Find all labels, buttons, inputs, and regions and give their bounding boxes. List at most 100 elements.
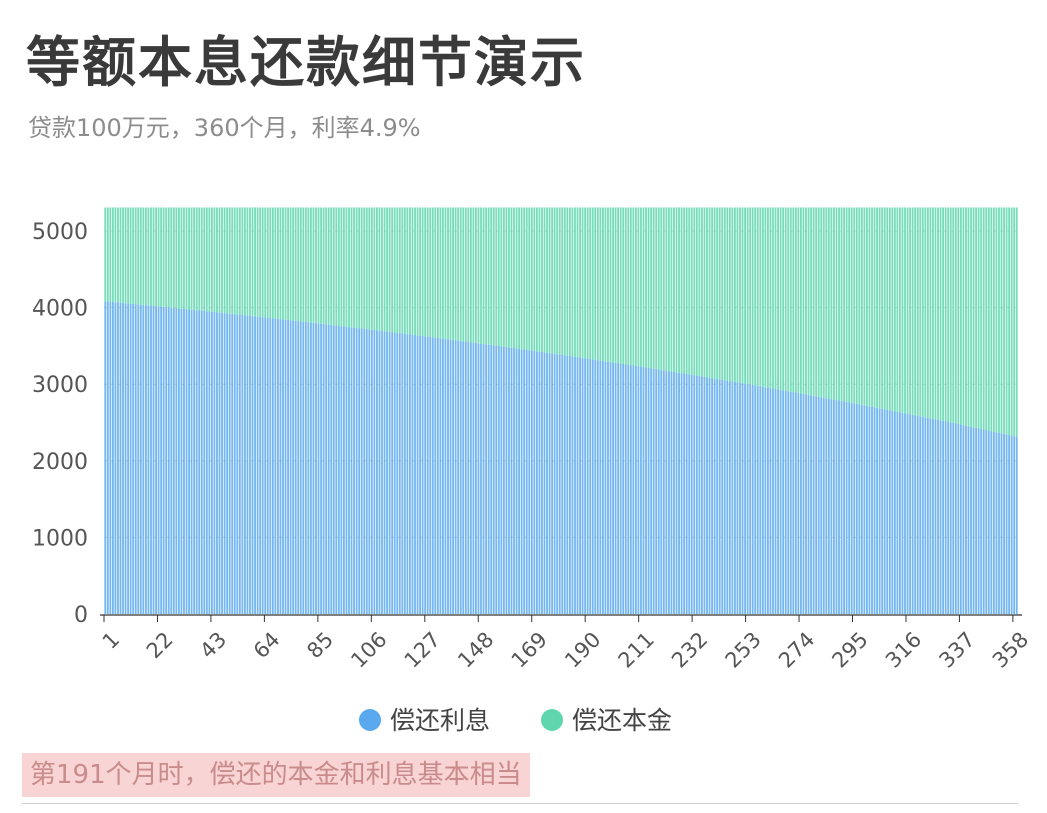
bar-interest [731, 381, 734, 614]
bar-interest [673, 371, 675, 614]
bar-principal [566, 207, 569, 356]
bar-interest [279, 319, 282, 614]
bar-interest [835, 400, 838, 614]
bar-interest [599, 360, 602, 614]
bar-principal [434, 207, 437, 338]
bar-principal [271, 207, 274, 319]
bar-interest [866, 405, 868, 614]
bar-principal [383, 207, 386, 332]
bar-interest [325, 324, 328, 614]
bar-principal [370, 207, 373, 330]
bar-principal [416, 207, 419, 336]
bar-principal [551, 207, 554, 354]
bar-principal [980, 207, 983, 429]
bar-interest [706, 377, 708, 614]
bar-principal [937, 207, 939, 420]
bar-interest [287, 320, 289, 614]
bar-principal [959, 207, 962, 425]
bar-principal [919, 207, 922, 417]
bar-interest [992, 431, 995, 614]
bar-interest [888, 410, 891, 614]
bar-interest [642, 367, 645, 614]
bar-principal [716, 207, 719, 379]
bar-interest [343, 326, 345, 614]
bar-interest [746, 384, 749, 614]
bar-principal [322, 207, 325, 325]
bar-principal [571, 207, 574, 357]
bar-interest [855, 403, 858, 614]
bar-principal [444, 207, 447, 339]
bar-principal [180, 207, 183, 309]
bar-principal [706, 207, 708, 378]
bar-principal [833, 207, 835, 400]
bar-interest [650, 368, 653, 614]
bar-principal [995, 207, 998, 433]
bar-principal [289, 207, 292, 321]
bar-interest [541, 352, 543, 614]
bar-interest [977, 428, 980, 614]
bar-principal [419, 207, 422, 336]
bar-principal [1000, 207, 1003, 434]
bar-interest [269, 318, 272, 614]
bar-principal [360, 207, 363, 329]
bar-interest [789, 391, 792, 614]
bar-interest [1010, 435, 1013, 614]
x-tick-label: 190 [560, 627, 605, 672]
bar-interest [576, 357, 579, 614]
bar-principal [294, 207, 297, 321]
bar-interest [909, 414, 912, 614]
bar-principal [167, 207, 170, 308]
bar-principal [810, 207, 812, 396]
bar-principal [330, 207, 333, 325]
bar-principal [302, 207, 305, 322]
bar-principal [226, 207, 229, 314]
bar-interest [243, 315, 246, 614]
bar-principal [911, 207, 914, 415]
bar-interest [571, 356, 574, 614]
bar-principal [243, 207, 246, 316]
bar-principal [424, 207, 427, 337]
bar-interest [246, 315, 249, 614]
bar-principal [726, 207, 729, 381]
x-tick-label: 232 [667, 627, 712, 672]
bar-interest [172, 307, 175, 614]
bar-interest [477, 343, 480, 614]
bar-interest [800, 393, 802, 614]
bar-interest [183, 308, 185, 614]
bar-principal [711, 207, 713, 379]
bar-interest [952, 423, 955, 614]
bar-principal [340, 207, 343, 327]
bar-interest [469, 342, 472, 614]
bar-principal [787, 207, 790, 392]
bar-interest [893, 411, 896, 614]
bar-interest [251, 316, 254, 614]
bar-principal [708, 207, 711, 378]
x-tick-label: 316 [881, 627, 926, 672]
bar-interest [124, 303, 127, 614]
bar-principal [177, 207, 180, 309]
bar-principal [269, 207, 272, 319]
bar-principal [459, 207, 462, 341]
bar-principal [172, 207, 175, 308]
bar-interest [711, 378, 713, 614]
bar-principal [391, 207, 394, 333]
bar-interest [723, 380, 726, 614]
bar-principal [914, 207, 917, 416]
bar-interest [690, 374, 693, 614]
bar-interest [482, 343, 485, 614]
bar-interest [827, 398, 830, 614]
bar-principal [157, 207, 160, 307]
bar-principal [200, 207, 203, 311]
bar-principal [822, 207, 825, 398]
bar-interest [584, 358, 587, 614]
bar-interest [162, 306, 165, 614]
bar-principal [307, 207, 310, 323]
bar-interest [670, 371, 673, 614]
bar-interest [497, 346, 500, 614]
bar-principal [358, 207, 361, 329]
bar-principal [497, 207, 500, 347]
bar-interest [284, 319, 287, 614]
bar-principal [381, 207, 383, 331]
bar-principal [350, 207, 353, 328]
bar-principal [868, 207, 871, 407]
